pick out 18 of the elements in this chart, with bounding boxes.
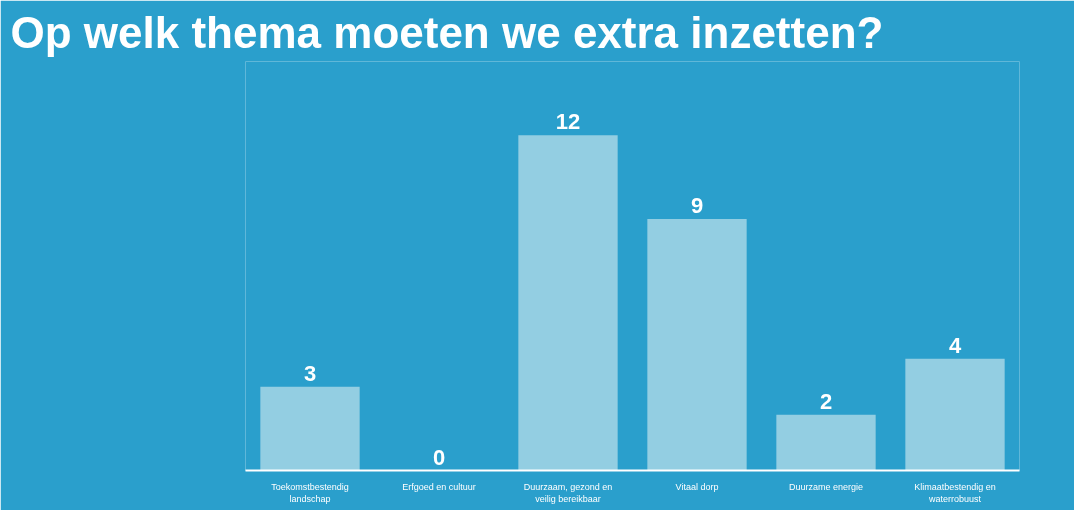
data-label: 0 — [432, 444, 446, 470]
data-label: 12 — [555, 109, 581, 135]
x-tick-label: Duurzaam, gezond en veilig bereikbaar — [523, 481, 613, 504]
chart-title: Op welk thema moeten we extra inzetten? — [10, 7, 884, 57]
bar — [260, 386, 360, 471]
x-tick-label: Klimaatbestendig en waterrobuust — [914, 481, 996, 504]
x-tick-label: Duurzame energie — [788, 481, 864, 492]
x-tick-label: Toekomstbestendig landschap — [271, 481, 349, 504]
data-label: 2 — [819, 388, 833, 414]
bar — [905, 358, 1005, 471]
data-label: 3 — [303, 360, 317, 386]
bar — [647, 219, 747, 471]
x-tick-label: Vitaal dorp — [675, 481, 719, 492]
data-label: 4 — [948, 332, 962, 358]
bar — [776, 414, 876, 471]
x-tick-label: Erfgoed en cultuur — [402, 481, 476, 492]
bar — [518, 135, 618, 471]
data-label: 9 — [690, 193, 704, 219]
